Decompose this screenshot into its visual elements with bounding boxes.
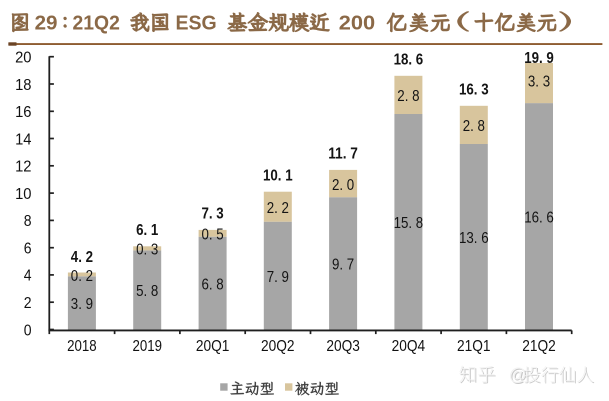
svg-text:2. 0: 2. 0 bbox=[332, 177, 354, 194]
svg-text:9. 7: 9. 7 bbox=[332, 257, 354, 274]
svg-text:21Q2: 21Q2 bbox=[522, 338, 556, 355]
svg-text:20Q4: 20Q4 bbox=[392, 338, 426, 355]
svg-text:2: 2 bbox=[24, 295, 32, 312]
svg-text:6. 1: 6. 1 bbox=[136, 222, 158, 239]
svg-text:2. 8: 2. 8 bbox=[463, 118, 485, 135]
svg-text:7. 9: 7. 9 bbox=[267, 269, 289, 286]
svg-text:2018: 2018 bbox=[67, 338, 97, 355]
svg-text:4. 2: 4. 2 bbox=[71, 249, 93, 266]
svg-text:10: 10 bbox=[15, 186, 31, 203]
svg-text:18: 18 bbox=[15, 77, 31, 94]
svg-text:3. 3: 3. 3 bbox=[528, 74, 550, 91]
svg-text:13. 6: 13. 6 bbox=[459, 230, 489, 247]
svg-text:ESG: ESG bbox=[176, 12, 217, 35]
svg-text:12: 12 bbox=[15, 159, 31, 176]
svg-text:0: 0 bbox=[24, 322, 32, 339]
svg-text:15. 8: 15. 8 bbox=[394, 215, 424, 232]
svg-text:@: @ bbox=[510, 366, 528, 386]
svg-text:14: 14 bbox=[15, 131, 31, 148]
svg-text:16. 6: 16. 6 bbox=[524, 210, 554, 227]
svg-text:20Q3: 20Q3 bbox=[326, 338, 360, 355]
svg-text:8: 8 bbox=[24, 213, 32, 230]
svg-text:4: 4 bbox=[24, 268, 32, 285]
svg-text:10. 1: 10. 1 bbox=[263, 167, 293, 184]
svg-text:2. 2: 2. 2 bbox=[267, 200, 289, 217]
svg-text:@: @ bbox=[509, 365, 527, 385]
svg-text:20: 20 bbox=[15, 50, 31, 67]
svg-text:3. 9: 3. 9 bbox=[71, 296, 93, 313]
svg-text:11. 7: 11. 7 bbox=[328, 146, 358, 163]
svg-text:200: 200 bbox=[339, 12, 375, 35]
svg-text:2019: 2019 bbox=[132, 338, 162, 355]
svg-text:2. 8: 2. 8 bbox=[397, 88, 419, 105]
svg-text:19. 9: 19. 9 bbox=[524, 50, 554, 67]
svg-text:6: 6 bbox=[24, 241, 32, 258]
svg-text:20Q2: 20Q2 bbox=[261, 338, 295, 355]
svg-text:20Q1: 20Q1 bbox=[196, 338, 230, 355]
svg-text:6. 8: 6. 8 bbox=[202, 276, 224, 293]
svg-text:16: 16 bbox=[15, 104, 31, 121]
svg-text:21Q1: 21Q1 bbox=[457, 338, 491, 355]
svg-text:0. 3: 0. 3 bbox=[136, 242, 158, 259]
svg-text:7. 3: 7. 3 bbox=[202, 206, 224, 223]
svg-text:5. 8: 5. 8 bbox=[136, 283, 158, 300]
svg-text:18. 6: 18. 6 bbox=[394, 51, 424, 68]
svg-text:0. 5: 0. 5 bbox=[202, 227, 224, 244]
svg-text:29: 29 bbox=[35, 12, 58, 35]
svg-text:21Q2: 21Q2 bbox=[73, 12, 120, 35]
svg-text:0. 2: 0. 2 bbox=[71, 268, 93, 285]
svg-text:16. 3: 16. 3 bbox=[459, 81, 489, 98]
